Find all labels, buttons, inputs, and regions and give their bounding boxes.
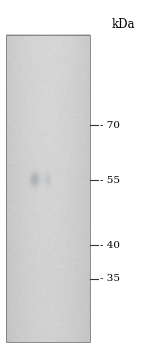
Text: kDa: kDa <box>111 18 135 31</box>
Bar <box>6 35 90 342</box>
Text: - 70: - 70 <box>100 121 120 130</box>
Text: - 35: - 35 <box>100 274 120 283</box>
Text: - 55: - 55 <box>100 175 120 185</box>
Text: - 40: - 40 <box>100 241 120 250</box>
